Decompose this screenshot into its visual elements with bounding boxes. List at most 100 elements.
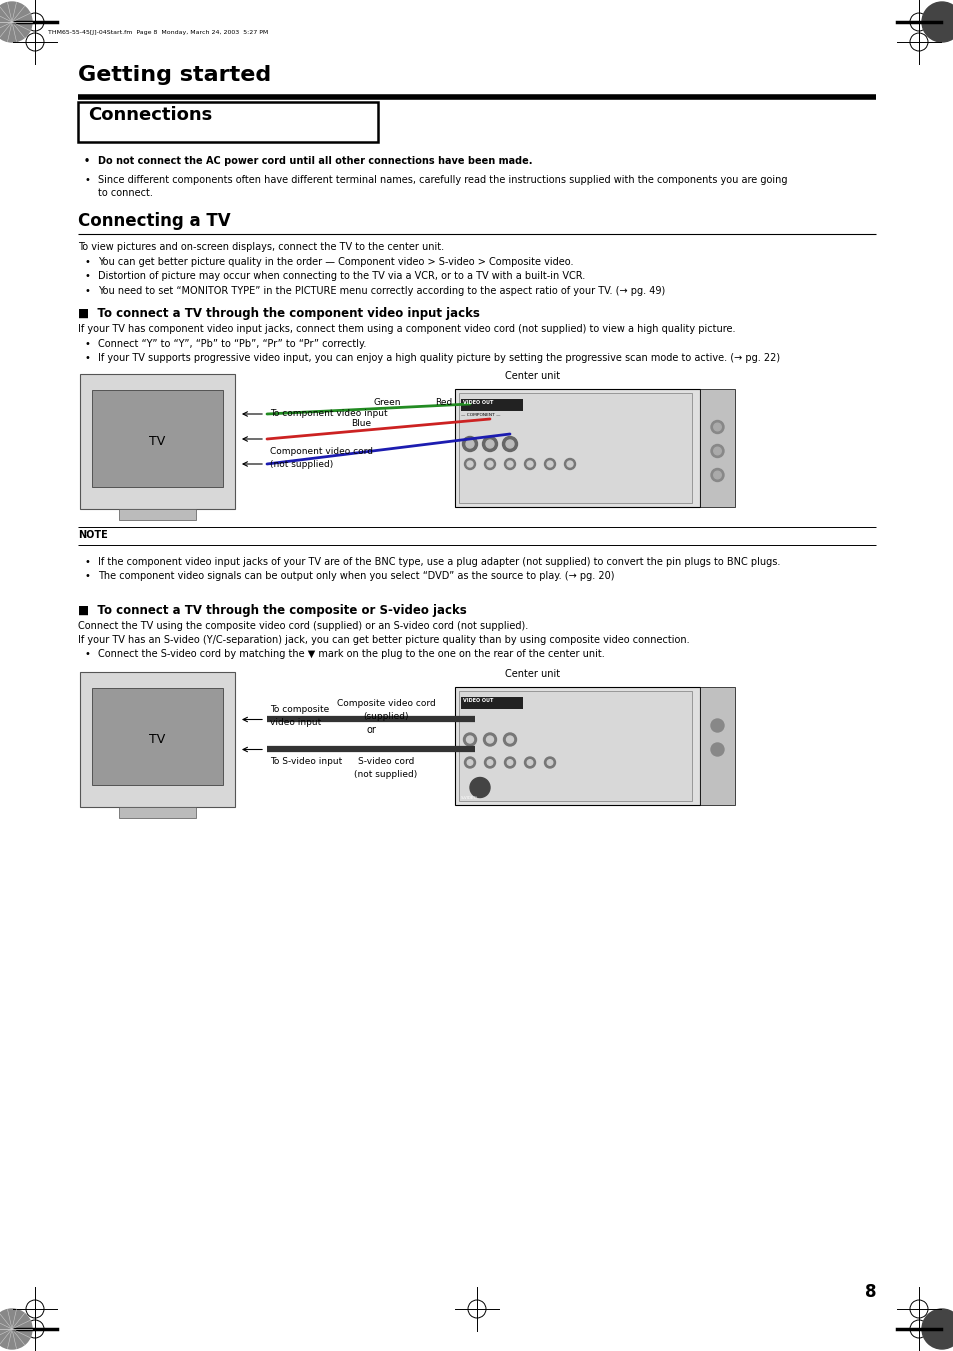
Circle shape (483, 734, 496, 746)
Text: If your TV has an S-video (Y/C-separation) jack, you can get better picture qual: If your TV has an S-video (Y/C-separatio… (78, 635, 689, 646)
FancyBboxPatch shape (118, 808, 196, 819)
Text: ■  To connect a TV through the composite or S-video jacks: ■ To connect a TV through the composite … (78, 604, 466, 617)
Text: If your TV has component video input jacks, connect them using a component video: If your TV has component video input jac… (78, 324, 735, 334)
Text: •: • (84, 557, 90, 567)
Text: Green: Green (373, 399, 400, 407)
Circle shape (464, 458, 475, 470)
Circle shape (503, 734, 516, 746)
Text: The component video signals can be output only when you select “DVD” as the sour: The component video signals can be outpu… (98, 571, 614, 581)
FancyBboxPatch shape (80, 673, 234, 808)
Text: S-VIDEO: S-VIDEO (460, 797, 477, 801)
Text: •: • (84, 650, 90, 659)
Circle shape (921, 1, 953, 42)
Circle shape (504, 757, 515, 767)
Circle shape (465, 440, 474, 449)
Circle shape (502, 436, 517, 451)
Text: Blue: Blue (351, 419, 371, 428)
Circle shape (544, 757, 555, 767)
Circle shape (484, 757, 495, 767)
FancyBboxPatch shape (458, 692, 691, 801)
Text: TV: TV (150, 435, 166, 449)
FancyBboxPatch shape (78, 101, 377, 142)
Circle shape (506, 736, 513, 743)
Text: (not supplied): (not supplied) (354, 770, 417, 780)
Circle shape (466, 736, 473, 743)
Text: Connect the TV using the composite video cord (supplied) or an S-video cord (not: Connect the TV using the composite video… (78, 621, 528, 631)
Text: Red: Red (435, 399, 452, 407)
Circle shape (710, 719, 723, 732)
Text: Distortion of picture may occur when connecting to the TV via a VCR, or to a TV : Distortion of picture may occur when con… (98, 272, 584, 281)
Text: Connect “Y” to “Y”, “Pb” to “Pb”, “Pr” to “Pr” correctly.: Connect “Y” to “Y”, “Pb” to “Pb”, “Pr” t… (98, 339, 366, 349)
Circle shape (524, 458, 535, 470)
Text: Since different components often have different terminal names, carefully read t: Since different components often have di… (98, 174, 786, 185)
FancyBboxPatch shape (700, 688, 734, 805)
Circle shape (710, 420, 723, 434)
Text: video input: video input (270, 719, 321, 727)
Text: To composite: To composite (270, 705, 329, 715)
Circle shape (467, 461, 473, 467)
Circle shape (713, 471, 720, 478)
Text: You need to set “MONITOR TYPE” in the PICTURE menu correctly according to the as: You need to set “MONITOR TYPE” in the PI… (98, 285, 664, 296)
Text: VIDEO OUT: VIDEO OUT (462, 400, 493, 405)
FancyBboxPatch shape (455, 688, 700, 805)
Text: Connect the S-video cord by matching the ▼ mark on the plug to the one on the re: Connect the S-video cord by matching the… (98, 650, 604, 659)
FancyBboxPatch shape (455, 389, 700, 507)
Circle shape (485, 440, 494, 449)
Circle shape (564, 458, 575, 470)
Circle shape (482, 436, 497, 451)
Text: You can get better picture quality in the order — Component video > S-video > Co: You can get better picture quality in th… (98, 257, 573, 266)
Text: (supplied): (supplied) (363, 712, 408, 721)
Circle shape (526, 461, 533, 467)
Circle shape (487, 759, 493, 765)
Circle shape (486, 461, 493, 467)
FancyBboxPatch shape (700, 389, 734, 507)
Text: Center unit: Center unit (504, 670, 559, 680)
Text: VIDEO OUT: VIDEO OUT (462, 698, 493, 704)
Text: Do not connect the AC power cord until all other connections have been made.: Do not connect the AC power cord until a… (98, 155, 532, 166)
Text: •: • (84, 155, 90, 166)
Text: S-video cord: S-video cord (357, 758, 414, 766)
Text: Component video cord: Component video cord (270, 447, 373, 457)
Circle shape (527, 759, 532, 765)
Circle shape (507, 759, 513, 765)
Circle shape (464, 757, 475, 767)
Text: •: • (84, 257, 90, 266)
Text: •: • (84, 571, 90, 581)
Circle shape (462, 436, 477, 451)
FancyBboxPatch shape (458, 393, 691, 503)
Circle shape (504, 458, 515, 470)
Circle shape (505, 440, 514, 449)
Circle shape (470, 777, 490, 797)
Text: THM65-55-45[J]-04Start.fm  Page 8  Monday, March 24, 2003  5:27 PM: THM65-55-45[J]-04Start.fm Page 8 Monday,… (48, 30, 268, 35)
Circle shape (713, 423, 720, 431)
Text: •: • (84, 285, 90, 296)
Circle shape (463, 734, 476, 746)
Text: to connect.: to connect. (98, 188, 152, 199)
FancyBboxPatch shape (460, 399, 522, 411)
Text: •: • (84, 339, 90, 349)
Circle shape (547, 759, 552, 765)
Circle shape (566, 461, 573, 467)
Circle shape (0, 1309, 32, 1350)
Text: TV: TV (150, 734, 166, 747)
Text: Getting started: Getting started (78, 65, 271, 85)
Circle shape (0, 1, 32, 42)
Circle shape (921, 1309, 953, 1350)
Text: •: • (84, 272, 90, 281)
Text: Connections: Connections (88, 105, 212, 124)
Text: To view pictures and on-screen displays, connect the TV to the center unit.: To view pictures and on-screen displays,… (78, 242, 444, 253)
Circle shape (710, 743, 723, 757)
Text: Center unit: Center unit (504, 372, 559, 381)
Text: Connecting a TV: Connecting a TV (78, 212, 231, 230)
Text: To component video input: To component video input (270, 409, 387, 417)
Text: •: • (84, 174, 90, 185)
FancyBboxPatch shape (91, 390, 223, 486)
Circle shape (546, 461, 553, 467)
FancyBboxPatch shape (91, 689, 223, 785)
Text: To S-video input: To S-video input (270, 758, 342, 766)
Text: or: or (366, 725, 375, 735)
Circle shape (506, 461, 513, 467)
Text: Composite video cord: Composite video cord (336, 700, 435, 708)
Circle shape (486, 736, 493, 743)
Text: If the component video input jacks of your TV are of the BNC type, use a plug ad: If the component video input jacks of yo… (98, 557, 780, 567)
